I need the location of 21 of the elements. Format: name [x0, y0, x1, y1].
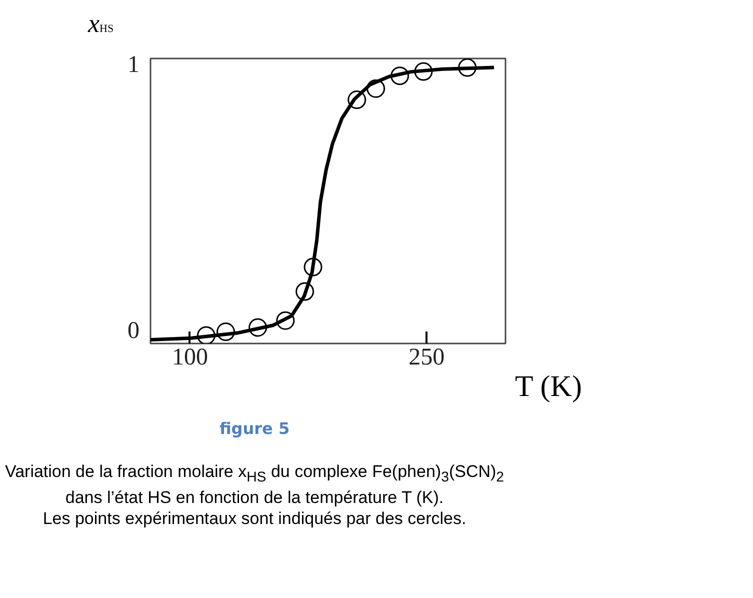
- y-tick-label: 1: [128, 52, 140, 78]
- x-axis-title: T (K): [515, 369, 582, 405]
- caption: figure 5: [218, 418, 291, 439]
- text: dans l’état HS en fonction de la température T (K).: [64, 486, 445, 508]
- point: [276, 311, 295, 330]
- point: [390, 66, 410, 86]
- point: [248, 318, 268, 337]
- text: Variation de la fraction molaire x$_{HS}$ du complexe Fe(phen)$_{3}$(SCN)$_{2}$: [5, 460, 504, 487]
- point: [348, 90, 366, 110]
- point: [458, 58, 477, 77]
- text: Les points expérimentaux sont indiqués par des cercles.: [42, 508, 468, 530]
- point: [304, 258, 322, 276]
- point: [296, 282, 314, 301]
- x-tick-label: 100: [172, 344, 208, 370]
- point: [216, 322, 236, 342]
- x-tick-label: 250: [408, 344, 445, 370]
- point: [414, 62, 433, 81]
- point: [196, 326, 216, 344]
- point: [366, 79, 386, 98]
- y-axis-title: xHS: [88, 9, 114, 38]
- y-tick-label: 0: [128, 318, 140, 344]
